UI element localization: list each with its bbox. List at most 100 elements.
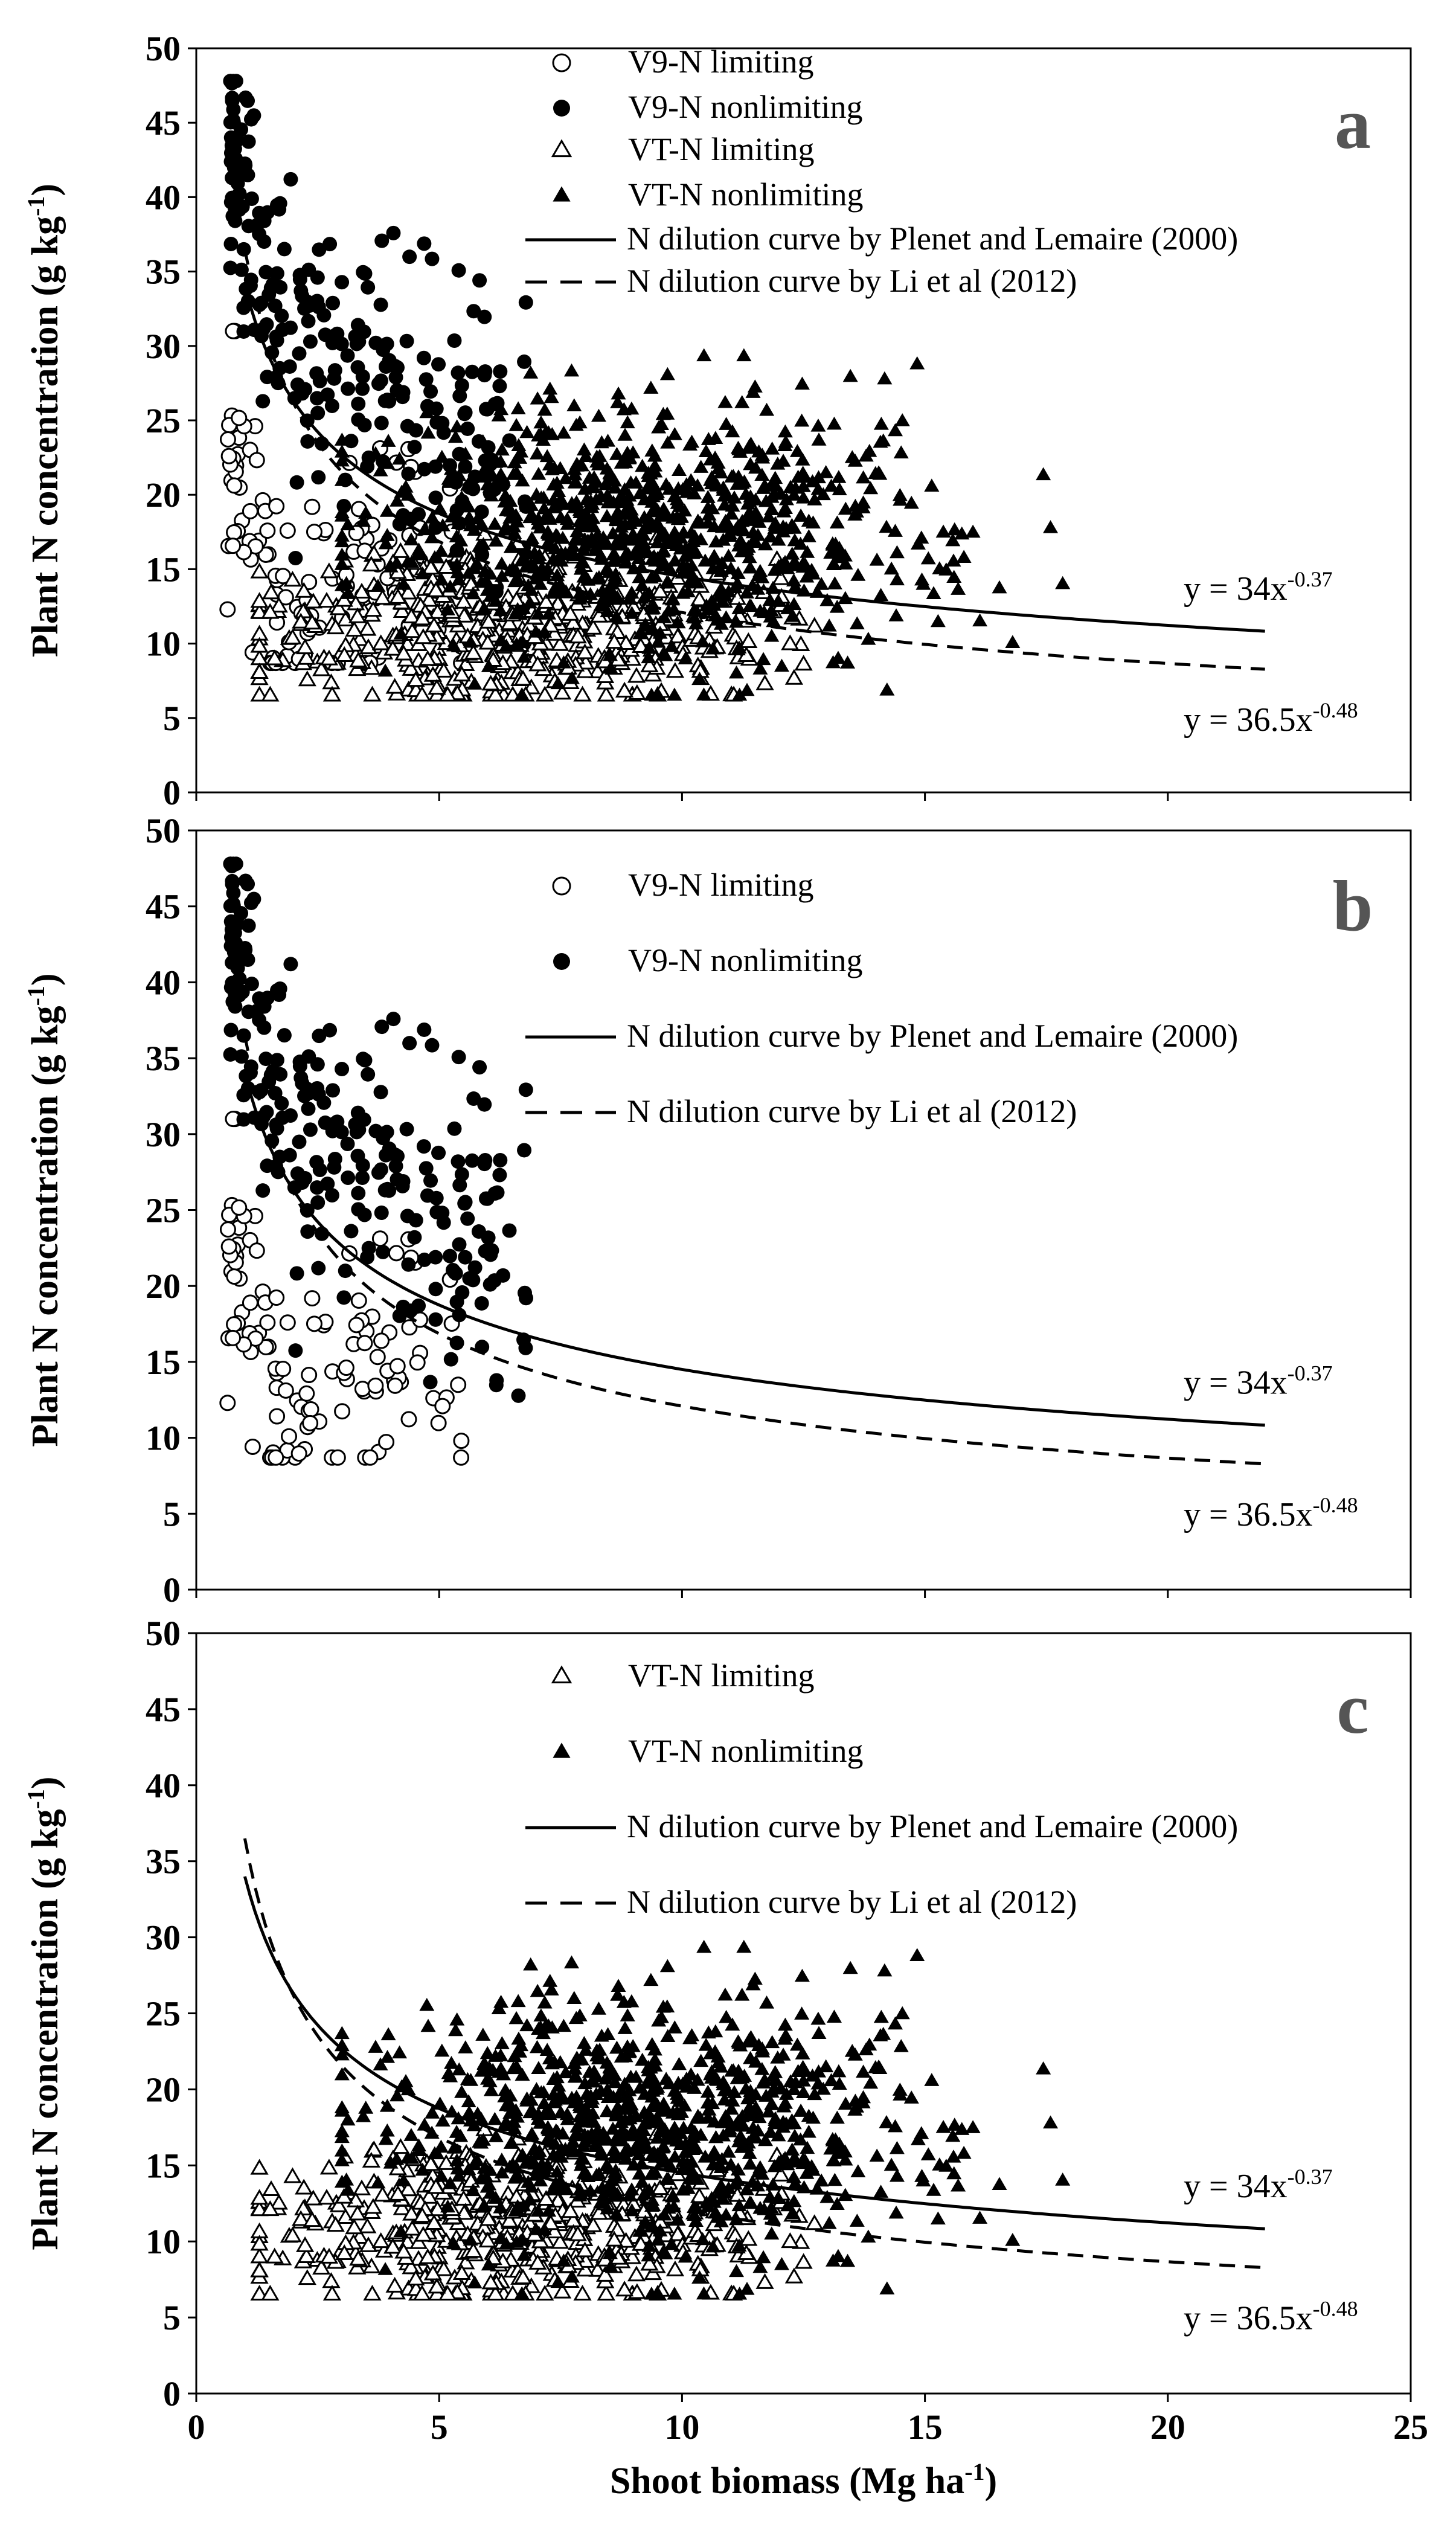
data-point [584,2127,600,2140]
legend-marker [553,1742,571,1758]
data-point [448,1266,463,1281]
data-point [458,1250,473,1265]
data-point [655,557,672,571]
data-point [764,2226,780,2240]
data-point [764,2097,780,2110]
data-point [523,1957,539,1971]
data-point [703,473,719,486]
data-point [884,561,899,575]
data-point [526,2142,542,2156]
data-point [477,309,492,324]
data-point [475,2028,491,2041]
data-point [551,2233,569,2249]
data-point [811,432,827,446]
data-point [242,503,258,519]
data-point [467,2275,483,2288]
data-point [389,556,405,569]
data-point [606,2188,622,2202]
data-point [334,2067,350,2081]
data-point [799,2166,815,2179]
legend-label: N dilution curve by Li et al (2012) [627,1093,1077,1129]
data-point [588,2136,604,2150]
data-point [461,510,477,524]
data-point [246,108,261,123]
data-point [385,678,404,694]
data-point [888,608,904,621]
data-point [401,1257,416,1272]
data-point [826,2009,842,2023]
data-point [503,540,519,553]
data-point [318,1115,333,1130]
data-point [483,488,499,502]
data-point [460,477,475,491]
data-point [417,522,432,536]
data-point [413,609,432,626]
data-point [261,603,280,619]
data-point [473,516,489,530]
data-point [640,2255,659,2271]
data-point [573,686,592,702]
data-point [443,461,460,475]
data-point [392,1308,407,1323]
data-point [301,313,316,329]
data-point [373,297,388,312]
data-point [592,2043,608,2056]
data-point [312,1163,327,1178]
data-point [461,2105,477,2119]
data-point [624,2203,640,2217]
data-point [422,559,440,575]
data-point [723,2101,739,2115]
data-point [634,578,650,592]
data-point [553,461,568,474]
data-point [739,542,755,556]
data-point [731,601,747,614]
data-point [664,592,680,606]
data-point [476,601,492,614]
data-point [334,534,350,548]
data-point [494,2036,510,2049]
data-point [713,465,728,479]
data-point [641,586,657,600]
data-point [334,2038,350,2052]
data-point [1043,520,1059,533]
data-point [784,2267,804,2284]
data-point [714,2115,730,2128]
data-point [260,370,275,385]
legend-marker [552,53,571,72]
data-point [498,2082,513,2096]
data-point [823,2073,839,2087]
data-point [348,607,367,623]
data-point [223,1047,238,1062]
data-point [649,2081,665,2095]
data-point [935,524,951,538]
data-point [576,643,594,660]
data-point [274,1096,289,1111]
data-point [771,569,791,585]
y-tick-label: 35 [146,1842,181,1881]
data-point [322,2272,341,2288]
data-point [752,2160,768,2174]
data-point [540,535,556,548]
y-tick-label: 15 [146,2146,181,2185]
data-point [261,583,281,600]
data-point [368,446,383,460]
data-point [731,640,747,654]
data-point [1005,635,1021,649]
data-point [909,356,925,370]
data-point [653,2010,669,2023]
data-point [250,663,269,679]
data-point [800,545,815,558]
data-point [295,2179,313,2195]
data-point [442,579,458,593]
data-point [566,2056,582,2069]
data-point [358,2101,374,2114]
data-point [447,2023,464,2037]
data-point [477,1097,492,1112]
data-point [519,2091,535,2105]
data-point [523,2179,539,2193]
data-point [763,2200,779,2214]
data-point [572,2188,588,2201]
data-point [829,600,845,613]
data-point [322,237,338,252]
data-point [566,398,582,411]
